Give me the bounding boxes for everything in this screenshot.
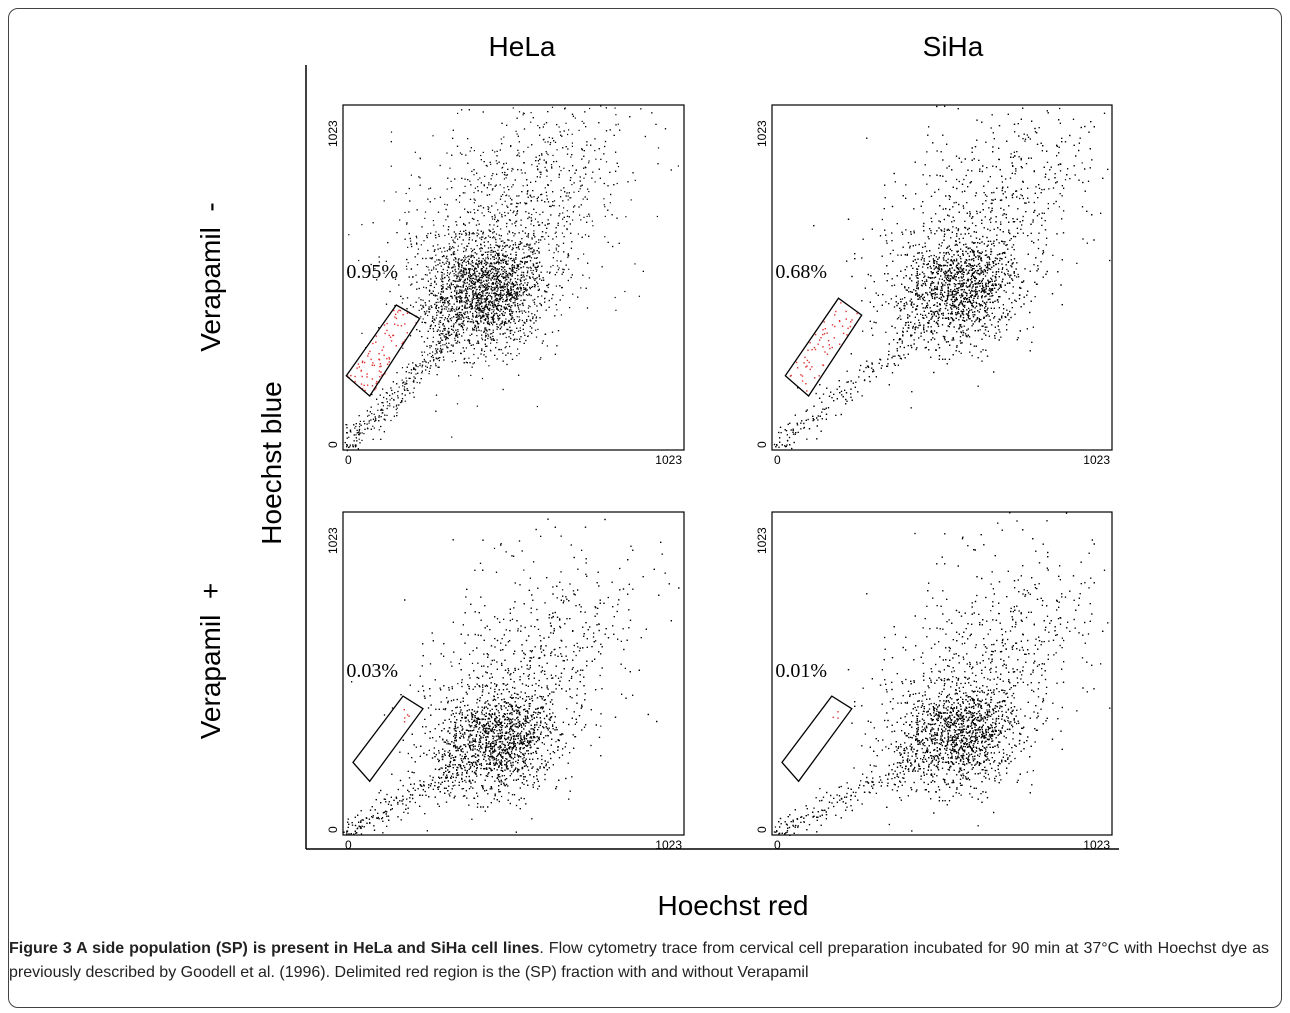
plot-frame	[771, 104, 1113, 451]
scatter-points	[343, 518, 680, 835]
sp-gate	[345, 304, 421, 397]
plot-frame	[771, 511, 1113, 836]
sp-gate	[352, 695, 424, 783]
scatter-points	[773, 105, 1111, 450]
sp-points	[789, 302, 858, 392]
col-header-hela: HeLa	[489, 31, 556, 62]
scatter-panel-siha-verapamil-minus: 0 1023 0 1023 0.68%	[755, 104, 1113, 467]
sp-percent-label: 0.68%	[775, 261, 827, 283]
scatter-points	[773, 512, 1111, 836]
y-tick-label: 1023	[755, 120, 769, 147]
scatter-panel-hela-verapamil-minus: 0 1023 0 1023 0.95%	[326, 104, 685, 467]
x-tick-label: 1023	[1083, 838, 1110, 852]
y-tick-label: 1023	[326, 120, 340, 147]
col-header-siha: SiHa	[923, 31, 984, 62]
y-tick-label: 0	[755, 441, 769, 448]
y-axis-label: Hoechst blue	[256, 381, 287, 544]
plot-frame	[342, 511, 685, 836]
figure-frame: HeLa SiHa Verapamil - Verapamil + Hoechs…	[8, 8, 1282, 1008]
x-axis-label: Hoechst red	[658, 890, 809, 921]
sp-gate	[781, 695, 853, 783]
caption-title: Figure 3 A side population (SP) is prese…	[9, 940, 539, 957]
x-tick-label: 0	[774, 453, 781, 467]
x-tick-label: 0	[345, 838, 352, 852]
y-tick-label: 0	[326, 441, 340, 448]
sp-points	[403, 709, 410, 723]
panels-group: 0 1023 0 1023 0.95% 0 1023 0 1023 0.68% 0 1023 0 1023…	[326, 104, 1113, 852]
plot-frame	[342, 104, 685, 451]
figure-canvas: HeLa SiHa Verapamil - Verapamil + Hoechs…	[195, 31, 1119, 921]
x-tick-label: 1023	[1083, 453, 1110, 467]
sp-gate	[784, 297, 863, 397]
sp-percent-label: 0.01%	[775, 660, 827, 682]
sp-points	[832, 711, 839, 719]
y-tick-label: 1023	[755, 527, 769, 554]
y-tick-label: 0	[755, 826, 769, 833]
x-tick-label: 1023	[655, 838, 682, 852]
scatter-panel-siha-verapamil-plus: 0 1023 0 1023 0.01%	[755, 511, 1113, 852]
figure-caption: Figure 3 A side population (SP) is prese…	[9, 937, 1269, 985]
scatter-panel-hela-verapamil-plus: 0 1023 0 1023 0.03%	[326, 511, 685, 852]
x-tick-label: 0	[345, 453, 352, 467]
y-tick-label: 0	[326, 826, 340, 833]
sp-percent-label: 0.03%	[346, 660, 398, 682]
scatter-points	[344, 105, 679, 452]
x-tick-label: 0	[774, 838, 781, 852]
x-tick-label: 1023	[655, 453, 682, 467]
caption-body: . Flow cytometry trace from cervical cel…	[9, 940, 1269, 981]
sp-percent-label: 0.95%	[346, 261, 398, 283]
row-label-verapamil-minus: Verapamil -	[195, 202, 226, 351]
row-label-verapamil-plus: Verapamil +	[195, 583, 226, 739]
y-tick-label: 1023	[326, 527, 340, 554]
